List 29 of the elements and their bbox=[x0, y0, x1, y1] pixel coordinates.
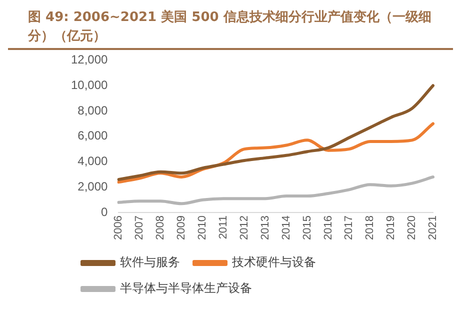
x-tick-label: 2020 bbox=[406, 216, 418, 240]
legend-label: 技术硬件与设备 bbox=[231, 255, 316, 270]
x-tick-label: 2012 bbox=[238, 216, 250, 240]
x-tick-label: 2017 bbox=[343, 216, 356, 240]
y-tick-label: 8,000 bbox=[78, 103, 108, 118]
legend-label: 半导体与半导体生产设备 bbox=[120, 281, 252, 296]
y-tick-label: 4,000 bbox=[78, 154, 108, 168]
x-tick-label: 2019 bbox=[385, 216, 398, 240]
x-tick-label: 2009 bbox=[176, 216, 188, 240]
x-tick-label: 2018 bbox=[364, 216, 376, 240]
y-tick-label: 10,000 bbox=[71, 78, 108, 92]
x-tick-label: 2014 bbox=[280, 216, 292, 240]
chart-title: 图 49: 2006~2021 美国 500 信息技术细分行业产值变化（一级细分）（亿元） bbox=[8, 8, 453, 50]
y-tick-label: 0 bbox=[101, 204, 108, 219]
x-tick-label: 2008 bbox=[154, 216, 167, 240]
x-tick-label: 2013 bbox=[259, 216, 272, 240]
x-tick-label: 2006 bbox=[112, 216, 125, 240]
line-series bbox=[117, 84, 434, 182]
x-tick-label: 2011 bbox=[218, 216, 230, 240]
y-tick-label: 2,000 bbox=[78, 179, 108, 194]
x-tick-label: 2010 bbox=[196, 216, 209, 240]
line-series bbox=[117, 175, 434, 206]
x-tick-label: 2016 bbox=[322, 216, 334, 240]
x-tick-label: 2021 bbox=[427, 216, 440, 240]
y-tick-label: 6,000 bbox=[78, 128, 108, 143]
legend-label: 软件与服务 bbox=[120, 255, 180, 270]
y-tick-label: 12,000 bbox=[71, 52, 108, 67]
x-tick-label: 2007 bbox=[134, 216, 146, 240]
x-tick-label: 2015 bbox=[301, 216, 314, 240]
